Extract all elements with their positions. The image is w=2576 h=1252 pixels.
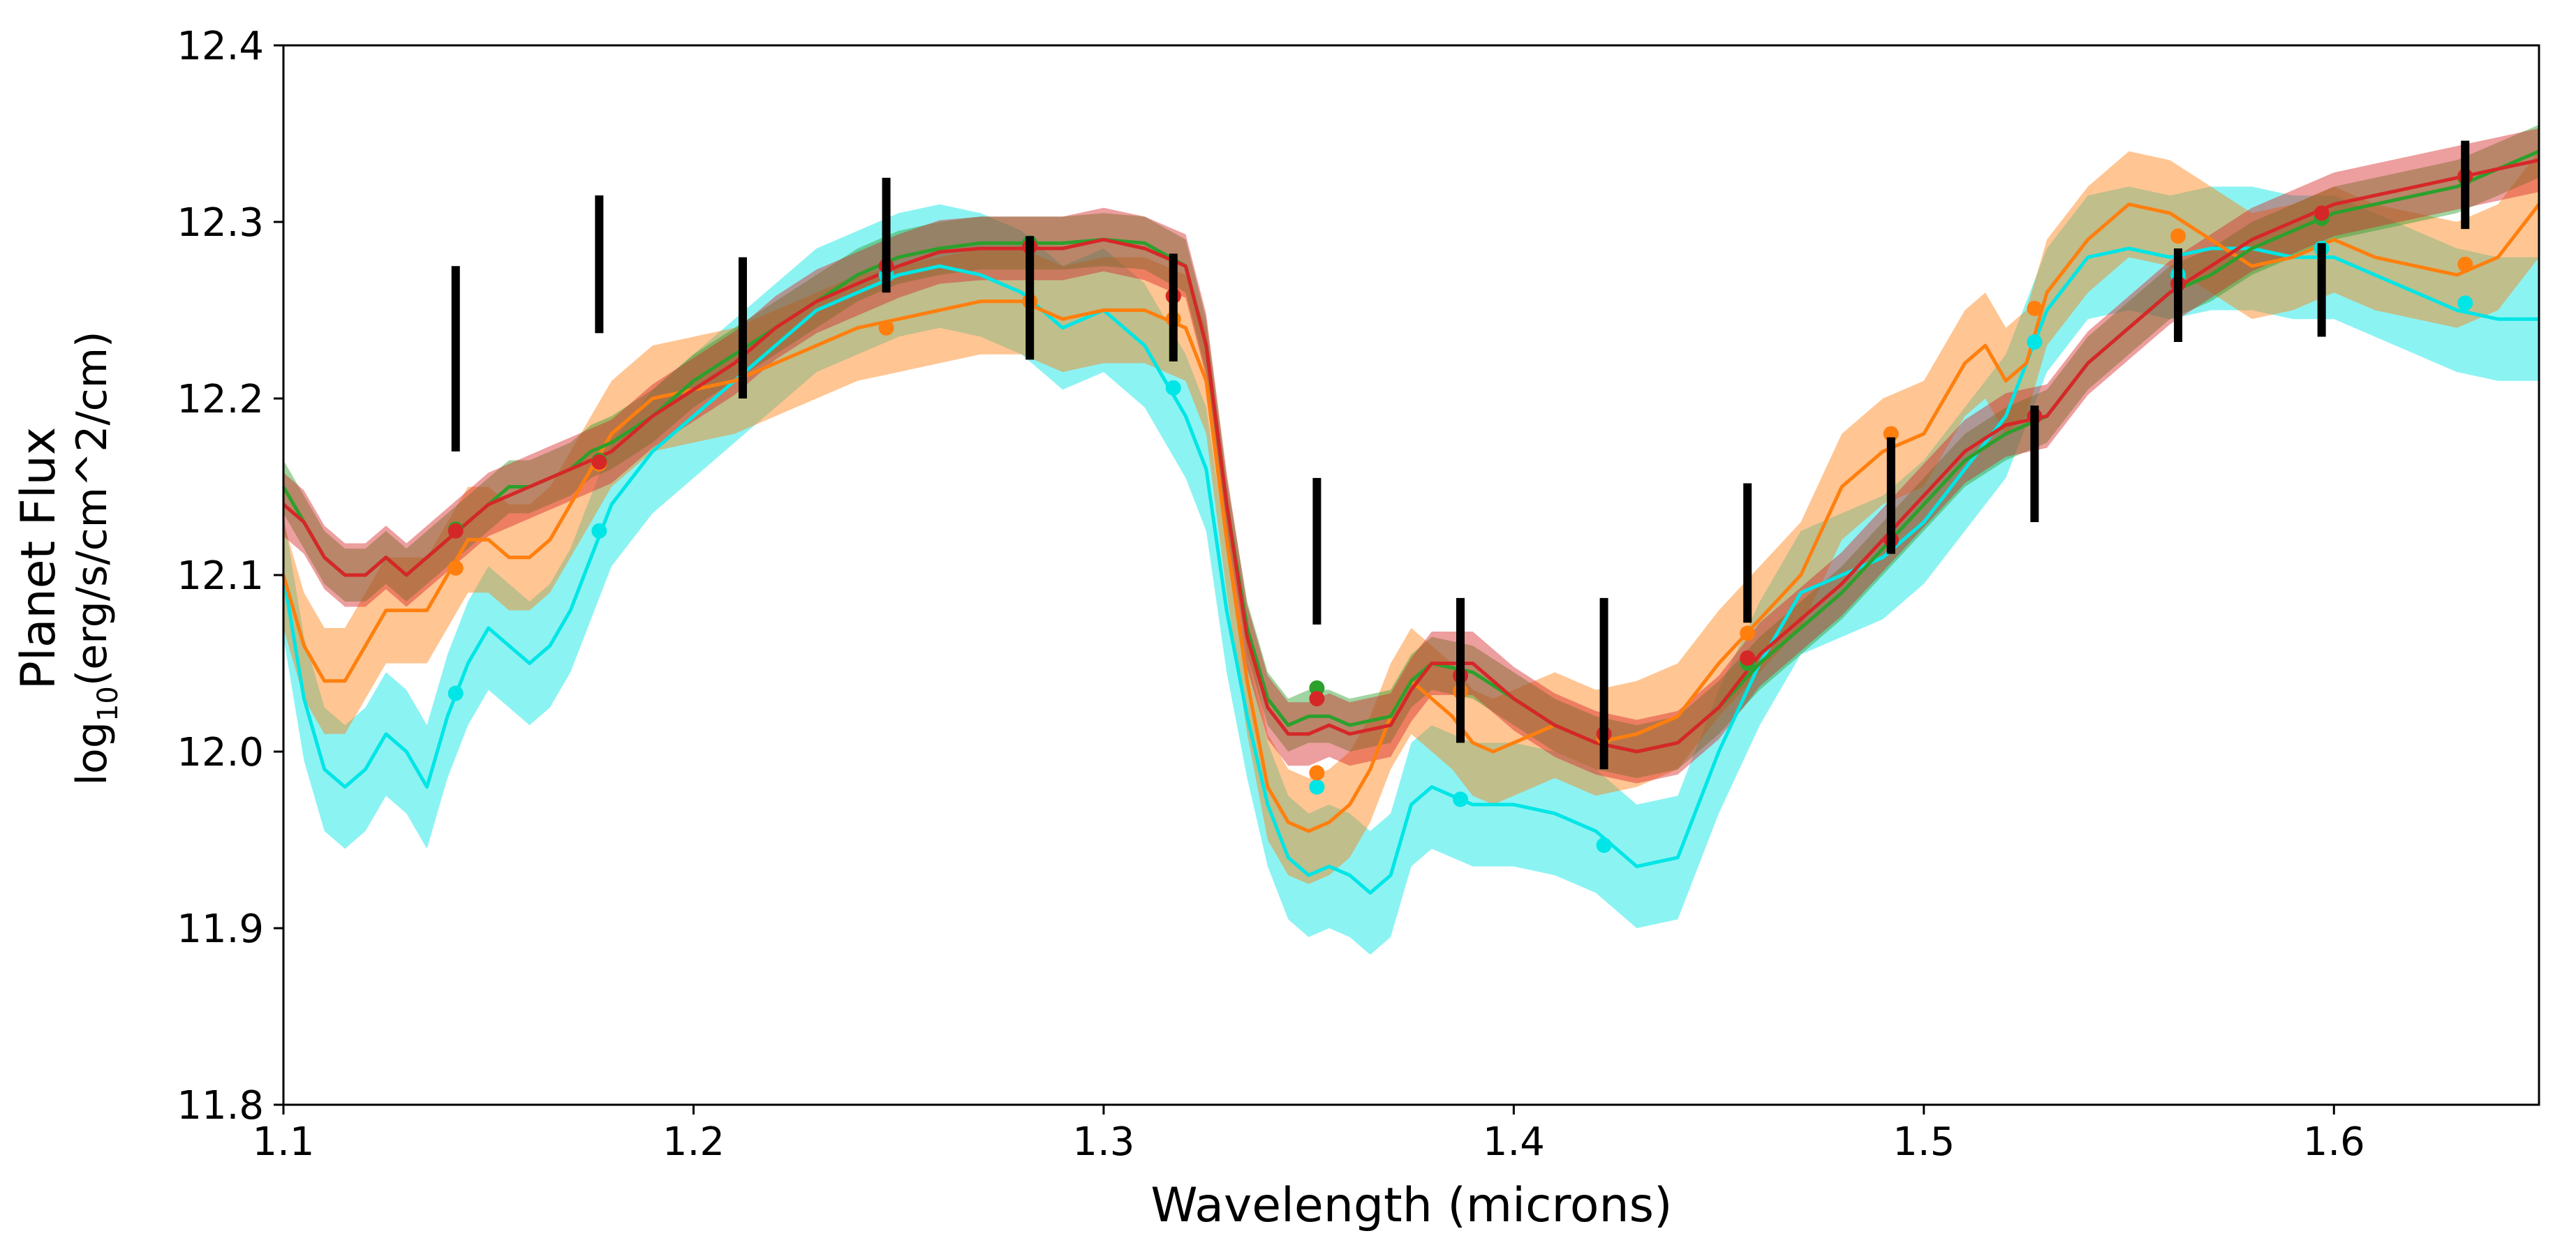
y-axis-units-rest: (erg/s/cm^2/cm) — [68, 331, 117, 686]
model-point-1-5 — [1309, 765, 1325, 781]
x-axis-ticks: 1.1 1.2 1.3 1.4 1.5 1.6 — [252, 1105, 2365, 1165]
y-tick-label-3: 12.1 — [177, 553, 264, 599]
model-point-0-13 — [2457, 295, 2473, 311]
x-tick-label-0: 1.1 — [252, 1119, 314, 1165]
model-point-3-5 — [1309, 691, 1325, 707]
model-point-1-10 — [2027, 300, 2043, 316]
model-point-0-10 — [2027, 334, 2043, 350]
model-line-3 — [282, 158, 2540, 754]
model-point-0-6 — [1452, 791, 1468, 807]
x-tick-label-1: 1.2 — [662, 1119, 725, 1165]
y-axis-ticks: 11.8 11.9 12.0 12.1 12.2 12.3 12.4 — [177, 24, 283, 1128]
model-point-1-11 — [2170, 228, 2186, 244]
y-tick-label-4: 12.2 — [177, 377, 264, 422]
model-point-0-5 — [1309, 779, 1325, 795]
model-point-0-4 — [1165, 380, 1181, 396]
y-axis-label-line1: Planet Flux — [11, 427, 66, 690]
x-tick-label-3: 1.4 — [1483, 1119, 1545, 1165]
model-point-1-13 — [2457, 256, 2473, 272]
model-point-3-12 — [2314, 205, 2330, 221]
model-line-0 — [281, 246, 2539, 895]
y-axis-units-text: log10(erg/s/cm^2/cm) — [68, 331, 124, 785]
x-axis-label: Wavelength (microns) — [1150, 1178, 1672, 1233]
y-tick-label-1: 11.9 — [177, 907, 264, 952]
model-point-3-1 — [591, 454, 607, 470]
model-point-1-8 — [1740, 625, 1756, 641]
model-point-1-2 — [878, 320, 894, 336]
model-band-1 — [283, 151, 2539, 884]
y-axis-label: Planet Flux — [11, 427, 66, 690]
y-axis-label-units: log10(erg/s/cm^2/cm) — [68, 331, 124, 785]
y-axis-units-subscript: 10 — [92, 686, 124, 722]
y-axis-units-prefix: log — [68, 722, 117, 785]
model-point-3-8 — [1740, 650, 1756, 666]
model-band-0 — [283, 186, 2539, 955]
model-point-2-5 — [1309, 680, 1325, 696]
model-point-0-1 — [591, 523, 607, 539]
model-line-1 — [281, 202, 2540, 833]
y-tick-label-0: 11.8 — [177, 1083, 264, 1128]
y-tick-label-2: 12.0 — [177, 730, 264, 775]
model-point-1-0 — [447, 560, 464, 576]
model-point-3-0 — [447, 523, 464, 539]
model-point-0-0 — [447, 685, 464, 701]
model-lines — [281, 149, 2540, 895]
y-tick-label-5: 12.3 — [177, 200, 264, 246]
x-tick-label-5: 1.6 — [2303, 1119, 2365, 1165]
observation-error-bars — [451, 140, 2470, 770]
model-point-0-7 — [1596, 837, 1612, 854]
model-band-3 — [283, 128, 2539, 784]
x-tick-label-4: 1.5 — [1893, 1119, 1955, 1165]
x-tick-label-2: 1.3 — [1072, 1119, 1134, 1165]
y-tick-label-6: 12.4 — [177, 24, 264, 69]
